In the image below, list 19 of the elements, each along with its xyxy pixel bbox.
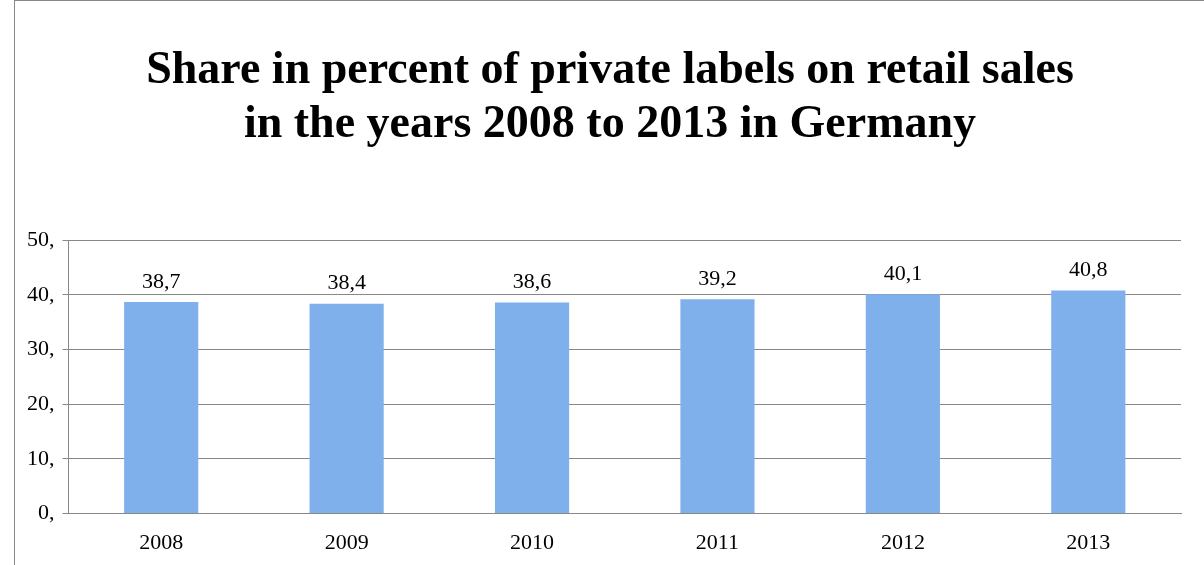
x-tick-label: 2010 bbox=[510, 528, 555, 554]
y-tick-label: 0, bbox=[38, 499, 55, 525]
x-tick-label: 2008 bbox=[139, 528, 184, 554]
data-label: 38,6 bbox=[512, 268, 552, 294]
data-label: 38,4 bbox=[327, 269, 366, 295]
y-tick-label: 20, bbox=[27, 390, 55, 416]
y-tick-label: 40, bbox=[27, 280, 55, 306]
data-label: 39,2 bbox=[698, 265, 737, 291]
data-label: 38,7 bbox=[141, 267, 181, 293]
y-tick-label: 10, bbox=[27, 444, 55, 470]
x-tick-label: 2013 bbox=[1066, 528, 1111, 554]
chart-title: Share in percent of private labels on retail sales in the years 2008 to 2013 in Germany bbox=[145, 41, 1075, 149]
y-tick-label: 30, bbox=[27, 335, 55, 361]
data-label: 40,8 bbox=[1069, 256, 1108, 282]
x-tick-label: 2011 bbox=[695, 528, 740, 554]
y-tick-label: 50, bbox=[27, 225, 55, 251]
x-tick-label: 2012 bbox=[880, 528, 925, 554]
x-tick-label: 2009 bbox=[324, 528, 369, 554]
data-label: 40,1 bbox=[883, 260, 923, 286]
